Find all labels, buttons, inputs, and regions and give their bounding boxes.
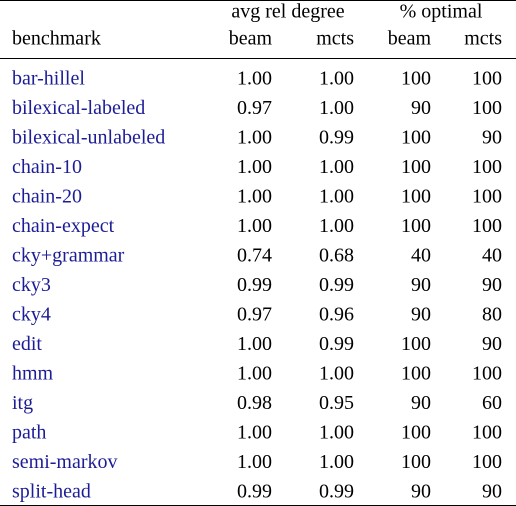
cell-value: 100 xyxy=(472,363,502,385)
cell-value: 1.00 xyxy=(319,68,354,90)
benchmark-name: hmm xyxy=(12,363,54,385)
cell-value: 0.99 xyxy=(237,274,272,296)
column-header: mcts xyxy=(464,28,502,50)
benchmark-name: edit xyxy=(12,333,42,355)
cell-value: 90 xyxy=(411,304,431,326)
cell-value: 1.00 xyxy=(237,68,272,90)
cell-value: 90 xyxy=(411,481,431,503)
cell-value: 0.97 xyxy=(237,304,272,326)
cell-value: 0.95 xyxy=(319,392,354,414)
cell-value: 0.68 xyxy=(319,245,354,267)
benchmark-name: semi-markov xyxy=(12,451,118,473)
cell-value: 40 xyxy=(482,245,502,267)
cell-value: 100 xyxy=(472,68,502,90)
benchmark-name: chain-20 xyxy=(12,186,82,208)
group-header: % optimal xyxy=(400,1,483,23)
benchmark-name: cky+grammar xyxy=(12,245,125,267)
cell-value: 1.00 xyxy=(319,215,354,237)
column-header: beam xyxy=(229,28,273,50)
cell-value: 100 xyxy=(472,215,502,237)
cell-value: 0.99 xyxy=(319,481,354,503)
cell-value: 1.00 xyxy=(237,451,272,473)
group-header: avg rel degree xyxy=(231,1,344,23)
benchmark-name: bilexical-unlabeled xyxy=(12,127,165,149)
cell-value: 0.99 xyxy=(237,481,272,503)
cell-value: 90 xyxy=(411,97,431,119)
cell-value: 0.99 xyxy=(319,274,354,296)
cell-value: 90 xyxy=(411,392,431,414)
cell-value: 100 xyxy=(472,156,502,178)
cell-value: 100 xyxy=(401,68,431,90)
cell-value: 0.97 xyxy=(237,97,272,119)
cell-value: 100 xyxy=(401,156,431,178)
benchmark-name: cky4 xyxy=(12,304,51,326)
cell-value: 1.00 xyxy=(319,186,354,208)
cell-value: 1.00 xyxy=(237,156,272,178)
benchmark-name: itg xyxy=(12,392,33,414)
cell-value: 0.98 xyxy=(237,392,272,414)
cell-value: 60 xyxy=(482,392,502,414)
benchmark-name: chain-10 xyxy=(12,156,82,178)
benchmark-name: cky3 xyxy=(12,274,51,296)
cell-value: 1.00 xyxy=(237,363,272,385)
cell-value: 90 xyxy=(482,333,502,355)
cell-value: 1.00 xyxy=(237,422,272,444)
cell-value: 90 xyxy=(482,127,502,149)
cell-value: 1.00 xyxy=(237,186,272,208)
cell-value: 100 xyxy=(401,215,431,237)
cell-value: 100 xyxy=(472,186,502,208)
column-header: beam xyxy=(388,28,432,50)
benchmark-name: bar-hillel xyxy=(12,68,85,90)
cell-value: 100 xyxy=(472,422,502,444)
cell-value: 80 xyxy=(482,304,502,326)
cell-value: 1.00 xyxy=(237,127,272,149)
cell-value: 0.96 xyxy=(319,304,354,326)
cell-value: 100 xyxy=(401,363,431,385)
cell-value: 1.00 xyxy=(237,215,272,237)
cell-value: 100 xyxy=(472,451,502,473)
cell-value: 0.99 xyxy=(319,127,354,149)
cell-value: 0.99 xyxy=(319,333,354,355)
cell-value: 90 xyxy=(411,274,431,296)
cell-value: 1.00 xyxy=(319,451,354,473)
benchmark-name: path xyxy=(12,422,46,444)
cell-value: 90 xyxy=(482,274,502,296)
cell-value: 100 xyxy=(401,451,431,473)
cell-value: 100 xyxy=(401,422,431,444)
cell-value: 1.00 xyxy=(237,333,272,355)
benchmark-name: bilexical-labeled xyxy=(12,97,145,119)
cell-value: 100 xyxy=(401,186,431,208)
cell-value: 1.00 xyxy=(319,363,354,385)
benchmark-name: split-head xyxy=(12,481,91,503)
cell-value: 0.74 xyxy=(237,245,272,267)
cell-value: 1.00 xyxy=(319,422,354,444)
cell-value: 40 xyxy=(411,245,431,267)
cell-value: 100 xyxy=(472,97,502,119)
cell-value: 100 xyxy=(401,333,431,355)
cell-value: 100 xyxy=(401,127,431,149)
column-header: mcts xyxy=(316,28,354,50)
column-header: benchmark xyxy=(12,28,101,50)
cell-value: 1.00 xyxy=(319,97,354,119)
cell-value: 1.00 xyxy=(319,156,354,178)
benchmark-name: chain-expect xyxy=(12,215,115,237)
cell-value: 90 xyxy=(482,481,502,503)
